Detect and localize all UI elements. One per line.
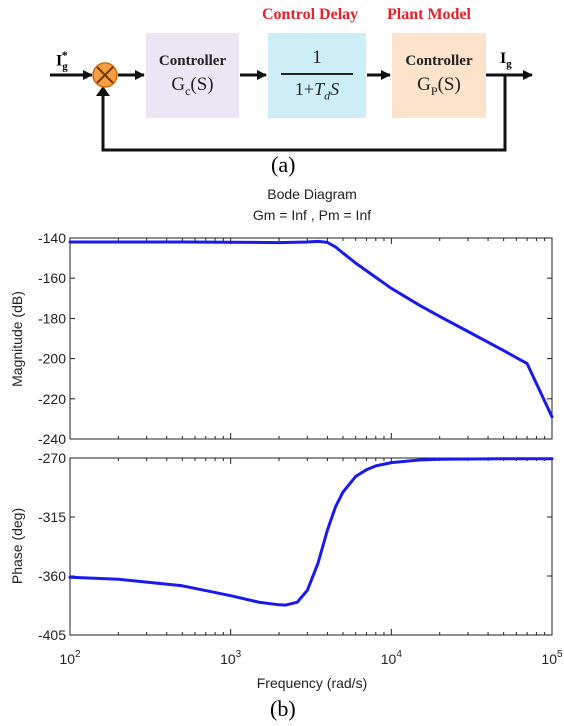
controller-block-title: Controller xyxy=(158,52,227,69)
bode-diagram: Bode Diagram Gm = Inf , Pm = Inf -140 -16… xyxy=(9,186,563,691)
caption-b: (b) xyxy=(270,696,296,721)
control-delay-block: 1 1+TdS xyxy=(268,33,366,118)
block-diagram: Control Delay Plant Model Ig* Ig Control… xyxy=(0,0,564,185)
phase-ytick-label: -315 xyxy=(38,509,66,525)
caption-a: (a) xyxy=(271,152,296,177)
magnitude-ytick-label: -200 xyxy=(38,351,66,367)
controller-block: Controller Gc(S) xyxy=(146,33,239,118)
magnitude-ytick-label: -160 xyxy=(38,270,66,286)
axis-ticks: -140 -160 -180 -200 -220 -240 -270 -315 -360 -405… xyxy=(38,230,563,667)
magnitude-ytick-label: -220 xyxy=(38,391,66,407)
magnitude-ytick-label: -140 xyxy=(38,230,66,246)
plant-model-title: Plant Model xyxy=(387,6,471,23)
phase-ytick-label: -270 xyxy=(38,450,66,466)
delay-numerator: 1 xyxy=(312,47,322,69)
feedback-path xyxy=(101,75,507,152)
phase-ytick-label: -405 xyxy=(38,627,66,643)
plant-block-title: Controller xyxy=(405,52,473,69)
feedback-arrowhead xyxy=(96,86,110,96)
chart-title: Bode Diagram xyxy=(267,186,357,202)
input-signal-label: Ig* xyxy=(56,48,68,73)
delay-fraction-bar xyxy=(281,73,353,75)
magnitude-ytick-label: -240 xyxy=(38,431,66,447)
phase-curve xyxy=(68,457,554,607)
output-signal-label: Ig xyxy=(500,50,512,71)
x-tick-label: 105 xyxy=(541,649,563,667)
magnitude-curve xyxy=(68,239,554,419)
x-tick-label: 102 xyxy=(59,649,81,667)
plant-block: Controller GP(S) xyxy=(392,33,486,118)
phase-ytick-label: -360 xyxy=(38,568,66,584)
control-delay-title: Control Delay xyxy=(262,6,359,23)
controller-transfer-function: Gc(S) xyxy=(171,73,214,98)
phase-ylabel: Phase (deg) xyxy=(9,508,25,584)
magnitude-axes xyxy=(69,237,553,440)
block-diagram-wires xyxy=(50,62,533,152)
magnitude-ytick-label: -180 xyxy=(38,310,66,326)
summing-junction xyxy=(92,62,118,88)
chart-subtitle: Gm = Inf , Pm = Inf xyxy=(253,207,371,223)
series-curves xyxy=(68,239,554,607)
magnitude-ylabel: Magnitude (dB) xyxy=(9,291,25,387)
x-tick-label: 104 xyxy=(381,649,403,667)
plant-transfer-function: GP(S) xyxy=(417,73,461,98)
delay-denominator: 1+TdS xyxy=(294,78,340,103)
x-tick-label: 103 xyxy=(220,649,242,667)
x-axis-label: Frequency (rad/s) xyxy=(257,675,367,691)
phase-axes xyxy=(69,457,553,636)
